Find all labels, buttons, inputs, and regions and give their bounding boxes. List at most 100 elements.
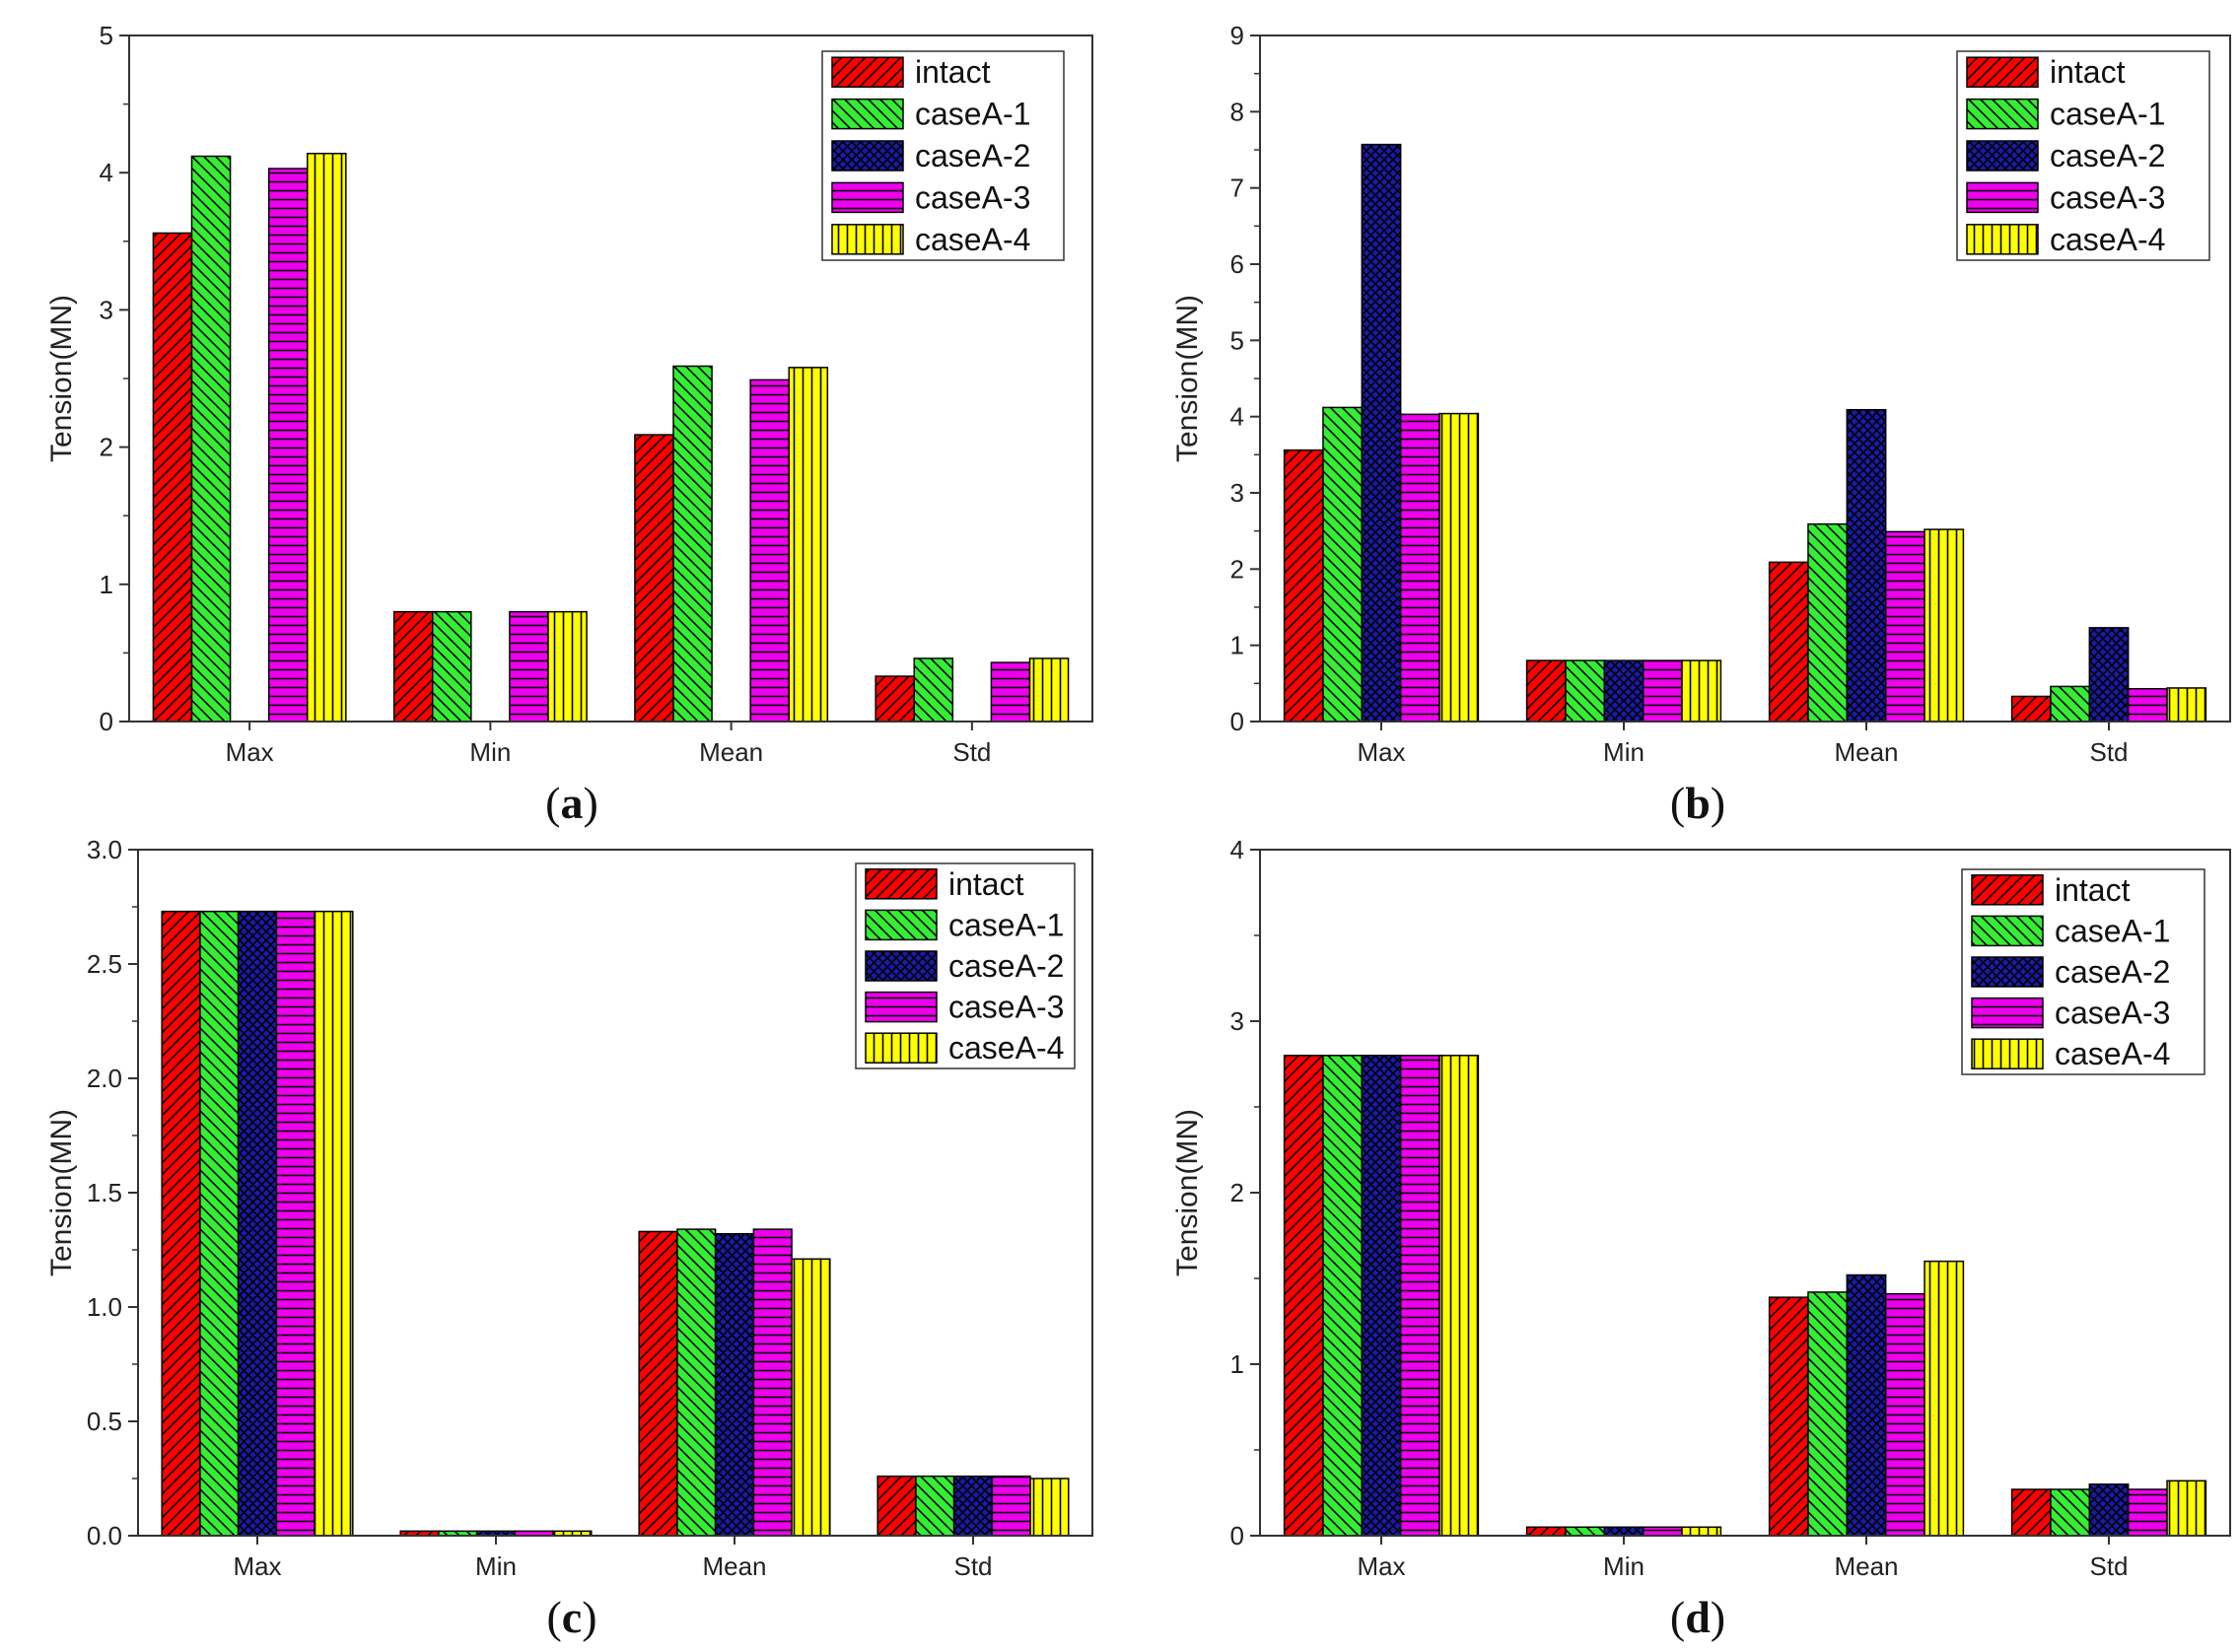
- legend-label-casea-1: caseA-1: [915, 97, 1030, 132]
- x-tick-label-min: Min: [469, 737, 511, 767]
- bar-c-std-casea-2: [952, 1475, 994, 1537]
- legend-swatch-casea-2: [865, 950, 938, 982]
- y-tick-label: 5: [100, 21, 113, 50]
- y-axis-title: Tension(MN): [45, 1109, 78, 1276]
- legend-label-casea-1: caseA-1: [948, 907, 1064, 942]
- bar-d-min-casea-2: [1603, 1526, 1645, 1537]
- bar-b-mean-casea-4: [1924, 528, 1965, 723]
- bar-a-min-casea-4: [547, 610, 588, 723]
- y-tick-label: 1: [100, 570, 113, 599]
- panel-caption: (a): [545, 778, 598, 828]
- bar-b-min-casea-1: [1565, 659, 1606, 723]
- legend-swatch-casea-2: [831, 140, 904, 172]
- legend-label-casea-2: caseA-2: [2055, 954, 2170, 990]
- legend-swatch-intact: [1966, 56, 2039, 88]
- legend-swatch-casea-3: [1971, 997, 2044, 1029]
- bar-d-mean-casea-1: [1807, 1291, 1849, 1537]
- bar-b-max-casea-3: [1399, 413, 1440, 723]
- y-tick-label: 6: [1230, 249, 1244, 279]
- y-tick-label: 7: [1230, 173, 1244, 203]
- bar-b-max-intact: [1283, 448, 1324, 723]
- bar-d-std-casea-3: [2127, 1488, 2168, 1537]
- legend-label-casea-3: caseA-3: [2050, 179, 2165, 215]
- bar-c-mean-intact: [638, 1230, 678, 1537]
- legend-swatch-intact: [1971, 874, 2044, 906]
- x-tick-label-max: Max: [226, 737, 274, 767]
- bar-c-std-intact: [876, 1475, 917, 1537]
- y-tick-label: 1: [1230, 631, 1244, 660]
- y-axis-title: Tension(MN): [1171, 295, 1204, 462]
- legend-label-intact: intact: [915, 54, 991, 90]
- y-tick-label: 0: [100, 707, 113, 736]
- bar-b-min-casea-2: [1603, 659, 1645, 723]
- bar-b-mean-casea-1: [1807, 522, 1849, 723]
- legend-label-casea-4: caseA-4: [2050, 222, 2165, 257]
- legend-swatch-casea-1: [1971, 915, 2044, 947]
- bar-d-min-casea-4: [1681, 1526, 1722, 1537]
- bar-d-max-casea-1: [1322, 1055, 1364, 1537]
- bar-b-max-casea-1: [1322, 406, 1364, 723]
- y-tick-label: 3: [1230, 478, 1244, 508]
- legend-swatch-casea-1: [831, 98, 904, 130]
- bar-c-mean-casea-4: [791, 1258, 831, 1537]
- bar-c-max-casea-3: [275, 910, 315, 1537]
- bar-d-min-casea-1: [1565, 1526, 1606, 1537]
- bar-d-min-intact: [1525, 1526, 1567, 1537]
- legend-swatch-casea-4: [831, 224, 904, 255]
- y-tick-label: 9: [1230, 21, 1244, 50]
- y-tick-label: 0.5: [87, 1407, 122, 1436]
- bar-b-max-casea-4: [1438, 412, 1480, 723]
- bar-c-max-casea-2: [237, 910, 278, 1537]
- bar-a-std-intact: [875, 675, 916, 723]
- bar-b-max-casea-2: [1361, 143, 1402, 723]
- y-tick-label: 3: [100, 295, 113, 324]
- legend: intact caseA-1 caseA-2 caseA-3 caseA-4: [1961, 868, 2205, 1075]
- bar-d-std-casea-2: [2088, 1483, 2130, 1537]
- bar-a-max-casea-3: [267, 168, 309, 723]
- bar-a-mean-intact: [634, 434, 674, 723]
- chart-panel-c: 0.0 0.5 1.0 1.5 2.0 2.5 3.0 Max Min Mean Std Tensio…: [45, 835, 1093, 1642]
- bar-a-std-casea-1: [913, 657, 954, 723]
- x-tick-label-mean: Mean: [1834, 737, 1898, 767]
- bar-c-mean-casea-2: [714, 1233, 755, 1537]
- x-tick-label-std: Std: [2089, 737, 2128, 767]
- x-tick-label-mean: Mean: [702, 1551, 766, 1581]
- legend-swatch-intact: [865, 868, 938, 900]
- y-tick-label: 3: [1230, 1006, 1244, 1036]
- y-tick-label: 2: [1230, 554, 1244, 584]
- bar-a-mean-casea-3: [749, 379, 790, 723]
- chart-panel-a: 0 1 2 3 4 5 Max Min Mean Std Tension(MN) intact case…: [45, 21, 1093, 828]
- x-tick-label-std: Std: [953, 1551, 992, 1581]
- bar-b-min-intact: [1525, 659, 1567, 723]
- bar-d-mean-casea-4: [1924, 1260, 1965, 1537]
- y-tick-label: 3.0: [87, 835, 122, 864]
- bar-a-min-casea-1: [432, 610, 472, 723]
- legend-label-intact: intact: [2050, 54, 2126, 90]
- y-tick-label: 0.0: [87, 1521, 122, 1550]
- bar-b-std-casea-1: [2050, 685, 2091, 723]
- legend: intact caseA-1 caseA-2 caseA-3 caseA-4: [855, 862, 1076, 1069]
- bar-c-std-casea-1: [915, 1475, 955, 1537]
- legend-label-intact: intact: [948, 866, 1024, 902]
- bar-b-std-intact: [2010, 695, 2052, 723]
- bar-a-std-casea-4: [1028, 657, 1070, 723]
- legend-swatch-casea-2: [1966, 140, 2039, 172]
- legend-label-casea-4: caseA-4: [915, 222, 1030, 257]
- y-tick-label: 0: [1230, 1521, 1244, 1550]
- x-tick-label-mean: Mean: [699, 737, 763, 767]
- bar-b-min-casea-3: [1642, 659, 1683, 723]
- bar-c-mean-casea-1: [676, 1228, 717, 1537]
- panel-caption: (c): [546, 1592, 596, 1642]
- y-tick-label: 1.5: [87, 1178, 122, 1207]
- y-tick-label: 0: [1230, 707, 1244, 736]
- x-tick-label-std: Std: [2089, 1551, 2128, 1581]
- y-tick-label: 1.0: [87, 1292, 122, 1322]
- y-tick-label: 4: [1230, 402, 1244, 432]
- bar-d-max-casea-4: [1438, 1055, 1480, 1537]
- bar-b-min-casea-4: [1681, 659, 1722, 723]
- x-tick-label-max: Max: [1357, 737, 1405, 767]
- bar-b-std-casea-3: [2127, 687, 2168, 723]
- legend-label-casea-1: caseA-1: [2055, 913, 2170, 948]
- panel-caption: (b): [1670, 778, 1725, 828]
- y-axis-title: Tension(MN): [45, 295, 78, 462]
